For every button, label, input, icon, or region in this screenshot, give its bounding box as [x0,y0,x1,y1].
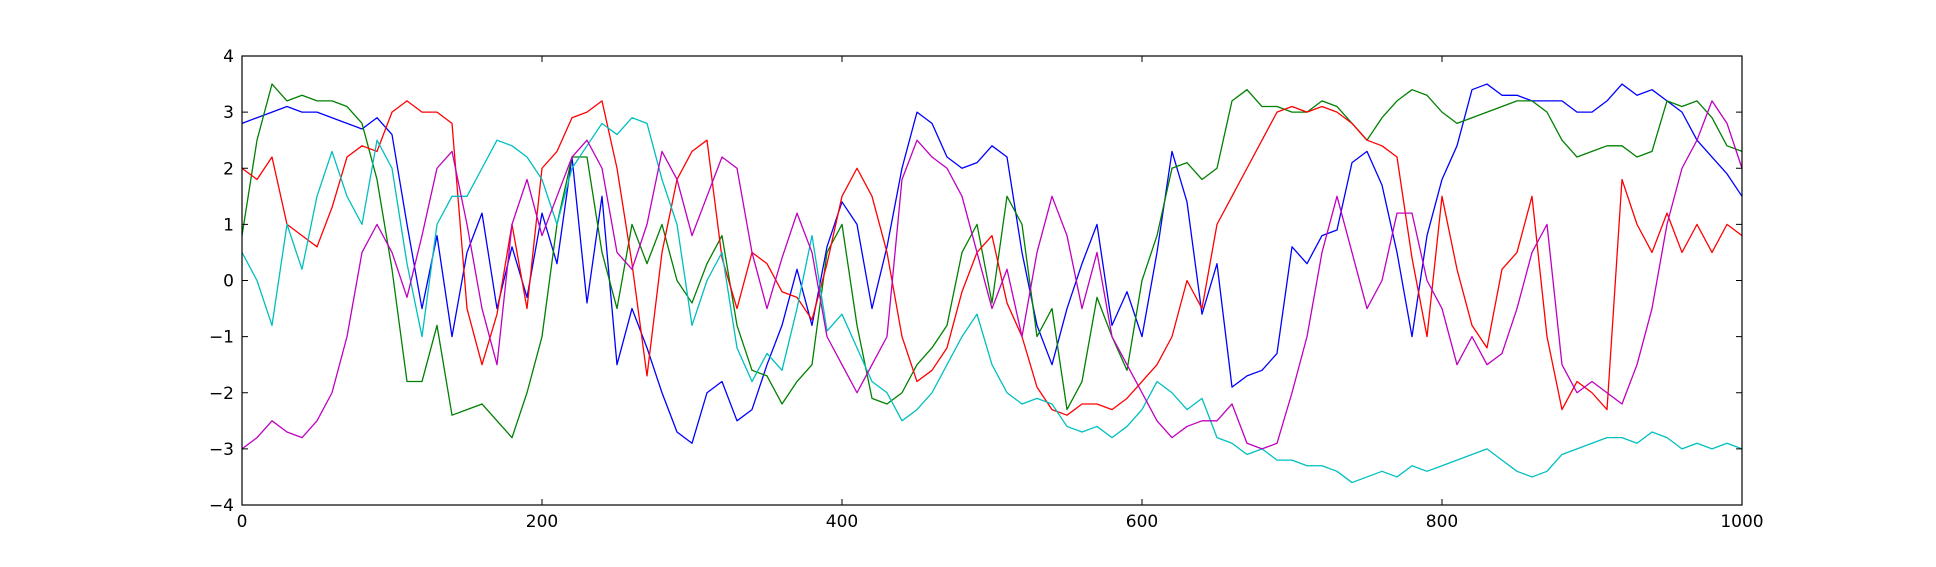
series-line-1 [241,83,1743,444]
x-tick-label: 0 [237,512,248,532]
x-tick-label: 1000 [1720,512,1763,532]
x-tick-label: 200 [526,512,558,532]
y-tick-label: 2 [223,159,234,179]
series-line-5 [241,100,1743,450]
plot-area [242,56,1742,505]
y-tick-label: −3 [209,440,234,460]
y-tick-label: 3 [223,103,234,123]
series-line-4 [241,117,1743,484]
y-tick-label: −1 [209,328,234,348]
y-tick-label: 4 [223,47,234,67]
y-tick-label: −4 [209,496,234,516]
y-tick-label: 1 [223,215,234,235]
series-line-3 [241,100,1743,416]
plot-frame [241,55,1743,506]
x-tick-label: 800 [1426,512,1458,532]
y-tick-label: −2 [209,384,234,404]
x-tick-label: 600 [1126,512,1158,532]
x-tick-label: 400 [826,512,858,532]
tick-layer: 0 200 400 600 800 1000 −4 −3 −2 −1 0 1 2 3 4 [209,47,1764,532]
y-tick-label: 0 [223,272,234,292]
series-layer [241,83,1743,484]
series-line-2 [241,83,1743,439]
